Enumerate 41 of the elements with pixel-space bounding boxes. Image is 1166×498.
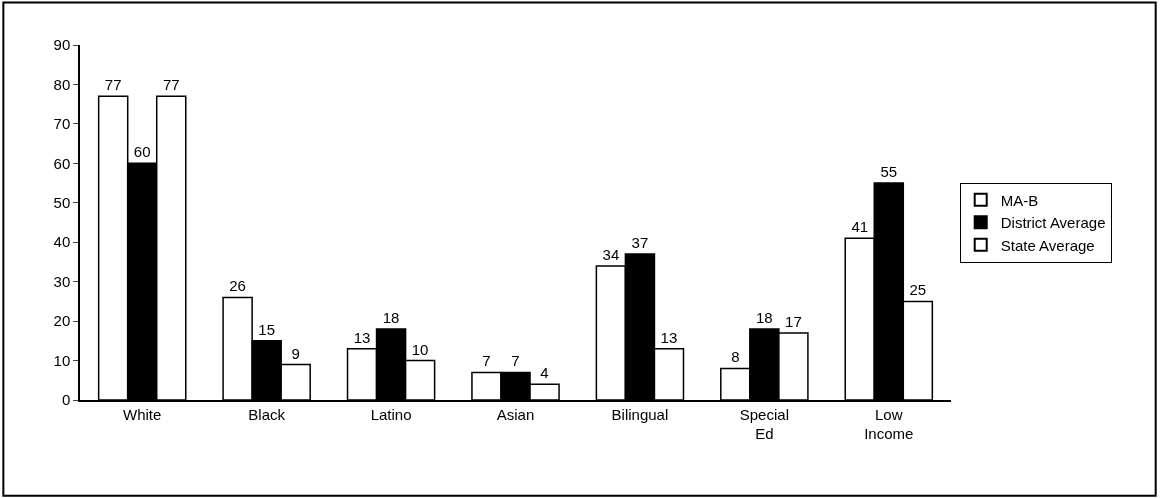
data-label: 13 xyxy=(660,328,678,346)
data-label: 60 xyxy=(133,143,151,161)
data-label: 18 xyxy=(382,309,400,326)
legend-label: State Average xyxy=(1000,236,1095,254)
data-label: 10 xyxy=(411,340,429,358)
x-tick-label: Low Income xyxy=(864,405,914,443)
data-label: 41 xyxy=(851,218,869,236)
y-tick-label: 10 xyxy=(53,351,71,369)
x-tick-label: Bilingual xyxy=(611,405,669,423)
data-label: 25 xyxy=(909,281,927,299)
data-label: 8 xyxy=(731,348,740,366)
data-label: 55 xyxy=(880,163,898,181)
x-tick-label: Special Ed xyxy=(739,405,789,443)
data-label: 7 xyxy=(511,352,520,370)
data-label: 7 xyxy=(482,352,491,370)
y-tick-label: 60 xyxy=(53,154,71,172)
data-label: 77 xyxy=(104,76,122,94)
y-tick-label: 90 xyxy=(53,36,71,54)
y-tick-label: 0 xyxy=(61,391,71,409)
legend-label: District Average xyxy=(1000,214,1106,232)
legend-label: MA-B xyxy=(1000,191,1039,209)
data-label: 15 xyxy=(258,320,275,338)
y-tick-label: 50 xyxy=(53,194,71,212)
y-tick-label: 40 xyxy=(53,233,71,251)
x-tick-label: Asian xyxy=(496,405,535,423)
data-label: 18 xyxy=(756,309,773,326)
y-tick-label: 70 xyxy=(53,115,71,133)
x-tick-label: Black xyxy=(248,405,286,423)
data-label: 13 xyxy=(353,328,371,346)
data-label: 9 xyxy=(291,344,300,362)
data-label: 34 xyxy=(602,245,620,263)
data-label: 17 xyxy=(785,312,802,330)
data-label: 77 xyxy=(162,76,180,94)
data-label: 37 xyxy=(631,234,649,252)
y-tick-label: 20 xyxy=(53,312,71,330)
x-tick-label: White xyxy=(123,405,162,423)
data-label: 4 xyxy=(540,364,549,382)
y-tick-label: 30 xyxy=(53,272,71,290)
y-tick-label: 80 xyxy=(53,75,71,93)
x-tick-label: Latino xyxy=(370,405,412,423)
data-label: 26 xyxy=(229,277,246,295)
